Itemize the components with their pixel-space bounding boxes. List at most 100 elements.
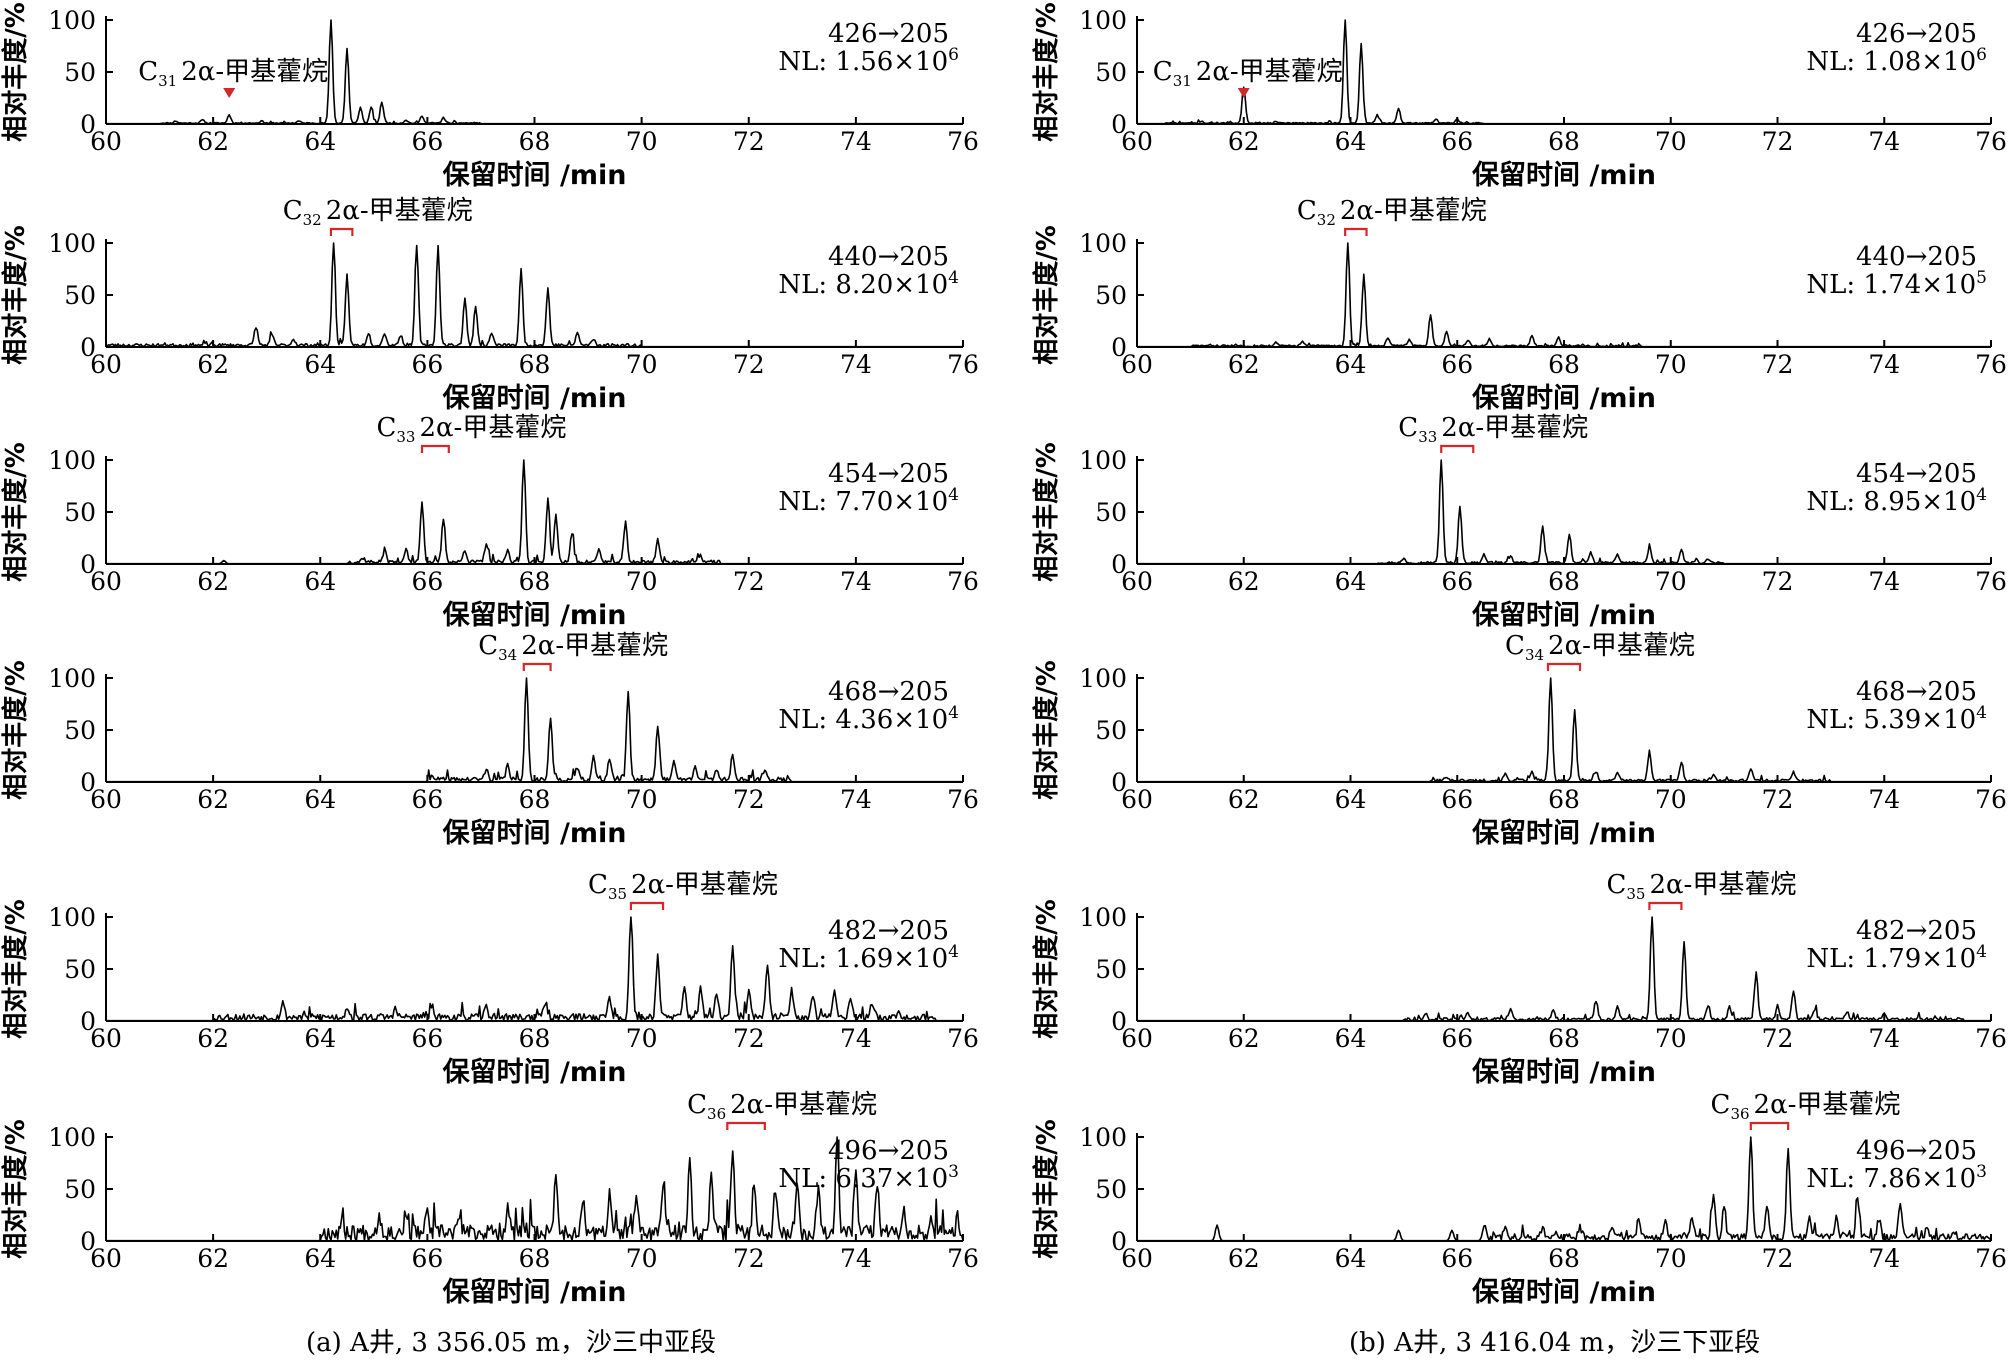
x-tick-label: 74 — [840, 567, 872, 596]
mrm-transition-label: 454→205 — [828, 459, 949, 489]
x-tick-label: 76 — [947, 127, 979, 156]
x-tick-label: 74 — [1868, 127, 1900, 156]
panel-a4: 60 62 64 66 68 70 72 74 76 0 50 100 相对丰度/% 保留时间 /min C… — [0, 631, 979, 849]
nl-intensity-label: NL: 7.86×103 — [1806, 1162, 1987, 1194]
x-tick-label: 76 — [1975, 1244, 2007, 1273]
carbon-number: 32 — [303, 211, 322, 229]
compound-name: 2α-甲基藿烷 — [326, 196, 473, 226]
y-tick-label: 100 — [1079, 903, 1127, 932]
compound-name: 2α-甲基藿烷 — [181, 57, 328, 87]
x-tick-label: 72 — [1762, 127, 1794, 156]
x-tick-label: 70 — [626, 567, 658, 596]
x-tick-label: 62 — [197, 1024, 229, 1053]
compound-name: 2α-甲基藿烷 — [1340, 196, 1487, 226]
panel-b2: 60 62 64 66 68 70 72 74 76 0 50 100 相对丰度/% 保留时间 /min C… — [1031, 196, 2007, 414]
x-tick-label: 68 — [519, 127, 551, 156]
compound-label: C31 2α-甲基藿烷 — [138, 57, 328, 90]
y-tick-label: 50 — [1095, 955, 1127, 984]
x-tick-label: 66 — [411, 1244, 443, 1273]
x-tick-label: 64 — [304, 350, 336, 379]
x-tick-label: 74 — [840, 1024, 872, 1053]
compound-name: 2α-甲基藿烷 — [521, 631, 668, 661]
x-tick-label: 66 — [1441, 127, 1473, 156]
nl-intensity-label: NL: 6.37×103 — [778, 1162, 959, 1194]
carbon-number: 31 — [1173, 72, 1192, 90]
nl-intensity-label: NL: 8.95×104 — [1806, 485, 1987, 517]
y-axis-label: 相对丰度/% — [1031, 2, 1062, 142]
x-tick-label: 66 — [411, 567, 443, 596]
compound-bracket-marker — [1344, 227, 1368, 236]
y-tick-label: 0 — [80, 110, 96, 139]
x-tick-label: 72 — [1762, 1244, 1794, 1273]
x-tick-label: 66 — [1441, 1024, 1473, 1053]
signal-trace — [105, 242, 963, 348]
carbon-number: 34 — [1525, 646, 1544, 664]
y-tick-label: 50 — [64, 498, 96, 527]
compound-name: 2α-甲基藿烷 — [1196, 57, 1343, 87]
y-axis-label: 相对丰度/% — [1031, 660, 1062, 800]
compound-label: C36 2α-甲基藿烷 — [687, 1090, 877, 1123]
compound-label: C34 2α-甲基藿烷 — [1505, 631, 1695, 664]
signal-trace — [106, 677, 963, 783]
compound-label: C36 2α-甲基藿烷 — [1711, 1090, 1901, 1123]
y-tick-label: 50 — [64, 1175, 96, 1204]
carbon-number: 34 — [498, 646, 517, 664]
signal-trace — [1137, 19, 1991, 125]
y-tick-label: 100 — [48, 446, 96, 475]
signal-trace — [106, 1136, 964, 1242]
x-tick-label: 74 — [840, 350, 872, 379]
x-tick-label: 76 — [947, 1024, 979, 1053]
y-tick-label: 50 — [64, 955, 96, 984]
x-tick-label: 68 — [519, 567, 551, 596]
carbon-number: 36 — [707, 1105, 726, 1123]
carbon-number: 35 — [1626, 885, 1645, 903]
signal-trace — [1137, 1136, 1992, 1242]
x-tick-label: 70 — [626, 127, 658, 156]
compound-name: 2α-甲基藿烷 — [631, 870, 778, 900]
x-tick-label: 62 — [1228, 127, 1260, 156]
y-tick-label: 100 — [48, 6, 96, 35]
y-tick-label: 100 — [1079, 6, 1127, 35]
y-tick-label: 0 — [80, 333, 96, 362]
x-tick-label: 62 — [1228, 1024, 1260, 1053]
y-axis-label: 相对丰度/% — [0, 2, 31, 142]
x-tick-label: 64 — [304, 1024, 336, 1053]
x-tick-label: 64 — [1335, 1024, 1367, 1053]
x-tick-label: 76 — [947, 785, 979, 814]
y-tick-label: 50 — [1095, 58, 1127, 87]
x-axis-label: 保留时间 /min — [1471, 1277, 1656, 1308]
x-tick-label: 70 — [626, 785, 658, 814]
y-tick-label: 100 — [1079, 664, 1127, 693]
x-tick-label: 68 — [1548, 1244, 1580, 1273]
x-tick-label: 76 — [1975, 785, 2007, 814]
x-tick-label: 64 — [304, 1244, 336, 1273]
x-tick-label: 72 — [1762, 1024, 1794, 1053]
compound-label: C34 2α-甲基藿烷 — [478, 631, 668, 664]
y-tick-label: 0 — [1111, 110, 1127, 139]
y-tick-label: 50 — [1095, 498, 1127, 527]
mrm-transition-label: 426→205 — [828, 19, 949, 49]
nl-intensity-label: NL: 1.56×106 — [778, 45, 959, 77]
y-tick-label: 0 — [1111, 768, 1127, 797]
compound-bracket-marker — [522, 662, 552, 671]
mrm-transition-label: 468→205 — [1856, 677, 1977, 707]
y-tick-label: 100 — [48, 1123, 96, 1152]
x-tick-label: 70 — [1655, 785, 1687, 814]
x-tick-label: 68 — [1548, 127, 1580, 156]
panel-a1: 60 62 64 66 68 70 72 74 76 0 50 100 相对丰度/% 保留时间 /min C… — [0, 2, 979, 191]
nl-intensity-label: NL: 1.69×104 — [778, 942, 959, 974]
nl-intensity-label: NL: 1.79×104 — [1806, 942, 1987, 974]
y-tick-label: 100 — [48, 229, 96, 258]
x-tick-label: 62 — [197, 350, 229, 379]
x-tick-label: 74 — [1868, 350, 1900, 379]
x-tick-label: 66 — [1441, 567, 1473, 596]
x-tick-label: 62 — [1228, 785, 1260, 814]
x-tick-label: 72 — [733, 1024, 765, 1053]
compound-label: C33 2α-甲基藿烷 — [376, 413, 566, 446]
y-tick-label: 100 — [1079, 1123, 1127, 1152]
x-axis-label: 保留时间 /min — [442, 160, 627, 191]
compound-bracket-marker — [1648, 901, 1683, 910]
panel-a2: 60 62 64 66 68 70 72 74 76 0 50 100 相对丰度/% 保留时间 /min C… — [0, 196, 979, 414]
x-tick-label: 60 — [1121, 567, 1153, 596]
